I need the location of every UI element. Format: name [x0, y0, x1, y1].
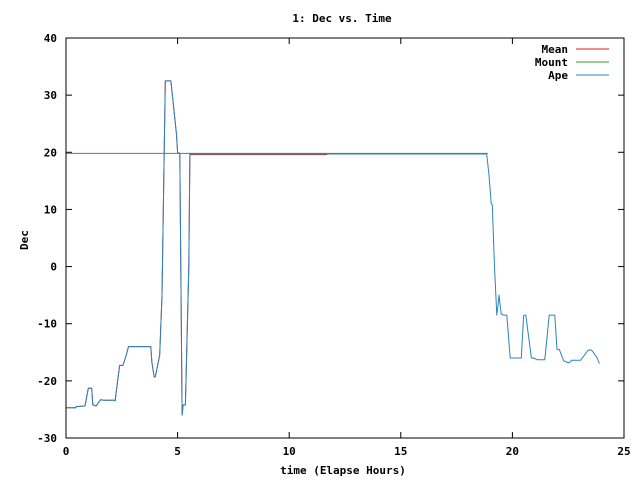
- plot-frame: [65, 37, 625, 439]
- y-tick-label: 10: [44, 203, 57, 216]
- x-tick-label: 15: [394, 445, 407, 458]
- legend-label-mount: Mount: [535, 56, 568, 69]
- y-axis-label: Dec: [18, 230, 31, 250]
- axis-tick-labels: 0 5 10 15 20 25 -30 -20 -10 0 10 20 30 40: [37, 32, 631, 458]
- y-tick-label: -20: [37, 375, 57, 388]
- y-tick-label: 20: [44, 146, 57, 159]
- y-tick-label: -10: [37, 318, 57, 331]
- legend-label-ape: Ape: [548, 69, 568, 82]
- plot-series: [66, 80, 600, 416]
- y-tick-label: -30: [37, 432, 57, 445]
- axis-ticks: [65, 37, 625, 439]
- x-tick-label: 10: [283, 445, 296, 458]
- x-axis-label: time (Elapse Hours): [280, 464, 406, 477]
- series-line-ape: [66, 80, 600, 416]
- y-tick-label: 30: [44, 89, 57, 102]
- x-tick-label: 0: [63, 445, 70, 458]
- legend-label-mean: Mean: [542, 43, 569, 56]
- x-tick-label: 5: [174, 445, 181, 458]
- y-tick-label: 40: [44, 32, 57, 45]
- chart-title: 1: Dec vs. Time: [292, 12, 392, 25]
- x-tick-label: 20: [506, 445, 519, 458]
- series-line-mean: [66, 80, 328, 416]
- y-tick-label: 0: [50, 261, 57, 274]
- x-tick-label: 25: [617, 445, 630, 458]
